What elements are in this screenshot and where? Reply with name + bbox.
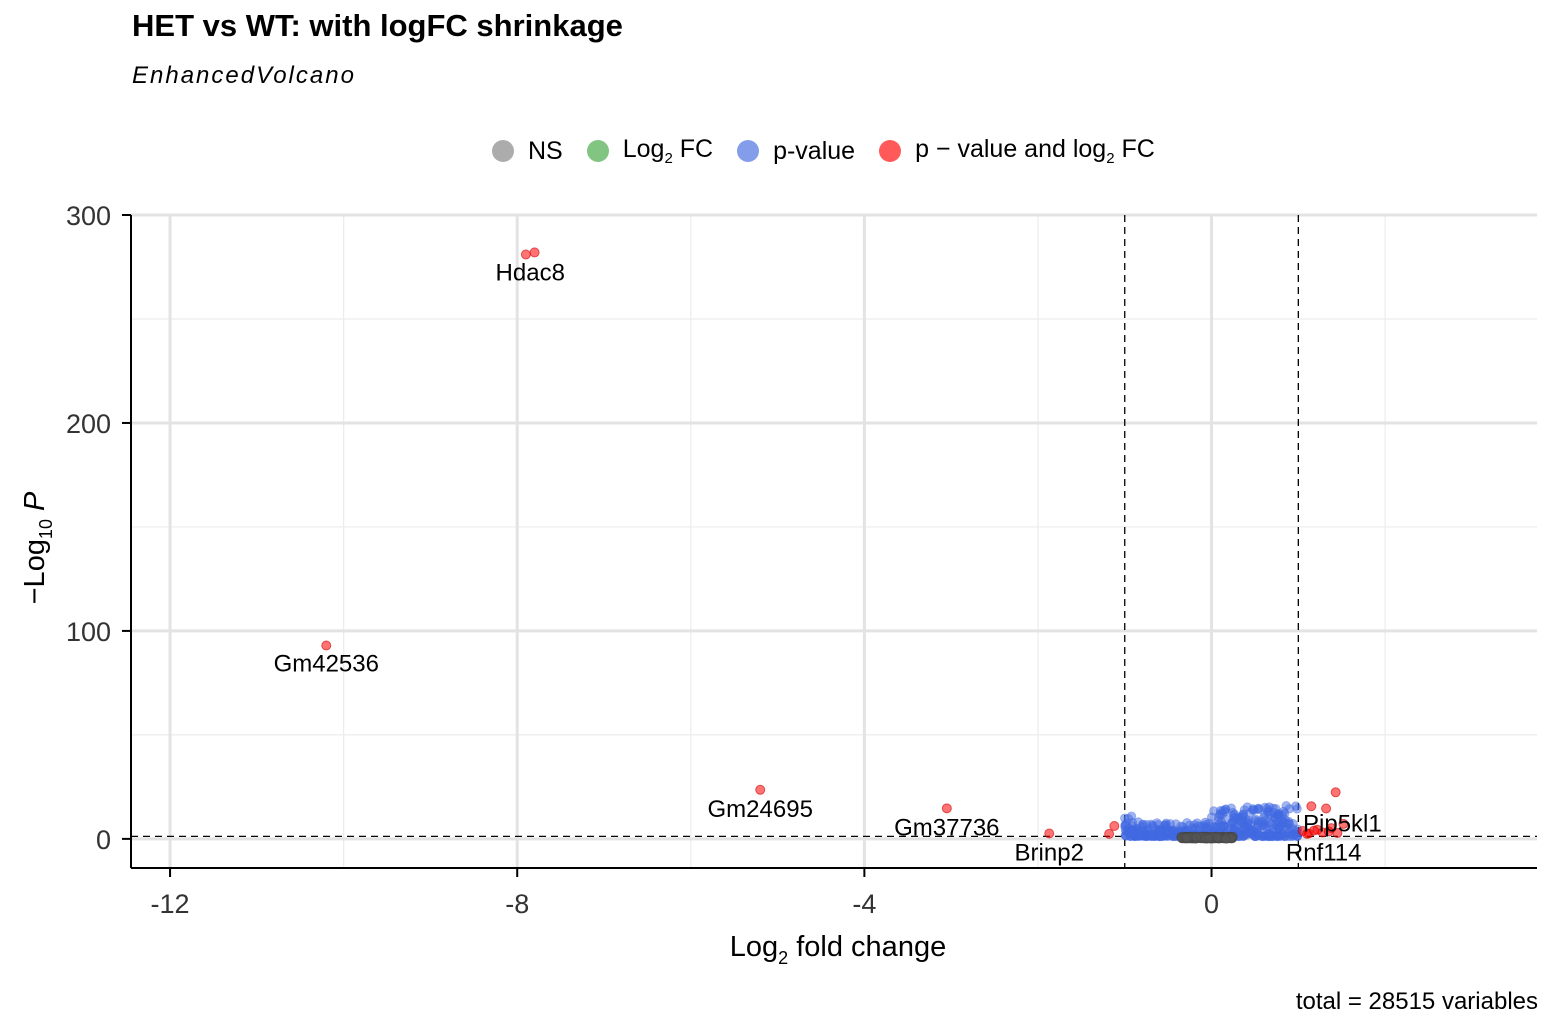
point-pvalue xyxy=(1135,830,1146,841)
chart-title: HET vs WT: with logFC shrinkage xyxy=(132,8,623,43)
point-significant xyxy=(529,247,540,258)
point-significant xyxy=(1306,801,1317,812)
legend-label-ns: NS xyxy=(528,136,563,165)
gene-label: Rnf114 xyxy=(1286,839,1362,866)
axes xyxy=(122,214,1537,877)
point-pvalue xyxy=(1257,821,1267,831)
point-pvalue xyxy=(1236,816,1246,827)
point-pvalue xyxy=(1217,806,1228,816)
grid-major xyxy=(131,213,1537,868)
gene-label: Gm24695 xyxy=(708,796,813,823)
point-pvalue xyxy=(1123,813,1134,824)
legend-item-fc: Log2 FC xyxy=(583,135,713,167)
point-significant xyxy=(941,803,952,814)
point-pvalue xyxy=(1152,818,1162,828)
point-pvalue xyxy=(1127,826,1137,836)
cutoff-lines xyxy=(131,215,1537,868)
x-tick-label: 0 xyxy=(1204,889,1219,919)
x-axis-label: Log2 fold change xyxy=(730,931,946,968)
legend-key-ns xyxy=(492,140,514,162)
legend-label-pfc: p − value and log2 FC xyxy=(915,135,1155,167)
legend-key-p xyxy=(737,140,760,162)
y-tick-label: 100 xyxy=(66,617,111,647)
grid-minor xyxy=(131,215,1537,868)
y-tick-label: 200 xyxy=(66,409,111,439)
point-significant xyxy=(321,640,332,651)
point-pvalue xyxy=(1228,807,1238,818)
point-significant xyxy=(1338,818,1349,829)
point-pvalue xyxy=(1164,827,1174,837)
gene-label: Gm42536 xyxy=(274,650,379,677)
point-pvalue xyxy=(1142,819,1152,830)
point-ns xyxy=(1191,832,1201,842)
point-pvalue xyxy=(1200,817,1210,828)
legend: NS Log2 FC p-value p − value and log2 FC xyxy=(488,133,1175,169)
tick-labels: -12 -8 -4 0 0 100 200 300 xyxy=(66,201,1219,919)
legend-item-pfc: p − value and log2 FC xyxy=(875,135,1155,167)
point-significant xyxy=(1109,820,1120,831)
point-pvalue xyxy=(1161,818,1171,828)
y-tick-label: 0 xyxy=(96,825,111,855)
point-pvalue xyxy=(1278,806,1289,817)
x-tick-label: -8 xyxy=(505,889,529,919)
gene-label: Brinp2 xyxy=(1015,839,1084,866)
point-ns xyxy=(1203,833,1213,844)
data-points xyxy=(321,247,1349,844)
legend-key-fc xyxy=(586,140,609,162)
point-significant xyxy=(1321,803,1332,814)
y-axis-label: −Log10 P xyxy=(19,491,56,604)
legend-label-fc: Log2 FC xyxy=(622,135,714,167)
point-pvalue xyxy=(1284,816,1294,827)
legend-key-pfc xyxy=(879,140,902,162)
point-pvalue xyxy=(1273,812,1284,823)
point-labels: Hdac8 Gm42536 Gm24695 Gm37736 Brinp2 Pip5kl1R… xyxy=(274,260,1382,867)
point-significant xyxy=(520,249,531,260)
point-pvalue xyxy=(1275,821,1285,832)
point-ns xyxy=(1182,832,1192,843)
point-significant xyxy=(1044,828,1055,839)
point-pvalue xyxy=(1209,822,1219,833)
point-significant xyxy=(1323,826,1334,837)
point-pvalue xyxy=(1272,831,1282,842)
legend-item-ns: NS xyxy=(488,137,563,166)
point-pvalue xyxy=(1192,818,1202,828)
gene-label: Gm37736 xyxy=(894,814,999,841)
point-significant xyxy=(1330,787,1341,798)
point-pvalue xyxy=(1248,805,1258,815)
gene-label: Pip5kl1 xyxy=(1303,810,1382,837)
point-significant xyxy=(1308,825,1319,836)
x-tick-label: -12 xyxy=(151,889,190,919)
point-ns xyxy=(1212,832,1223,843)
point-ns xyxy=(1220,833,1231,844)
point-pvalue xyxy=(1155,826,1166,837)
chart-caption: total = 28515 variables xyxy=(1295,988,1538,1015)
gene-label: Hdac8 xyxy=(496,260,565,287)
point-pvalue xyxy=(1145,830,1156,840)
point-pvalue xyxy=(1262,803,1272,814)
x-tick-label: -4 xyxy=(852,889,876,919)
point-significant xyxy=(1104,828,1115,839)
point-significant xyxy=(755,784,766,795)
legend-item-p: p-value xyxy=(733,137,855,166)
y-tick-label: 300 xyxy=(66,201,111,231)
point-pvalue xyxy=(1227,817,1237,828)
legend-label-p: p-value xyxy=(773,136,856,165)
chart-subtitle: EnhancedVolcano xyxy=(132,62,356,89)
point-pvalue xyxy=(1246,829,1256,839)
point-pvalue xyxy=(1288,831,1298,841)
